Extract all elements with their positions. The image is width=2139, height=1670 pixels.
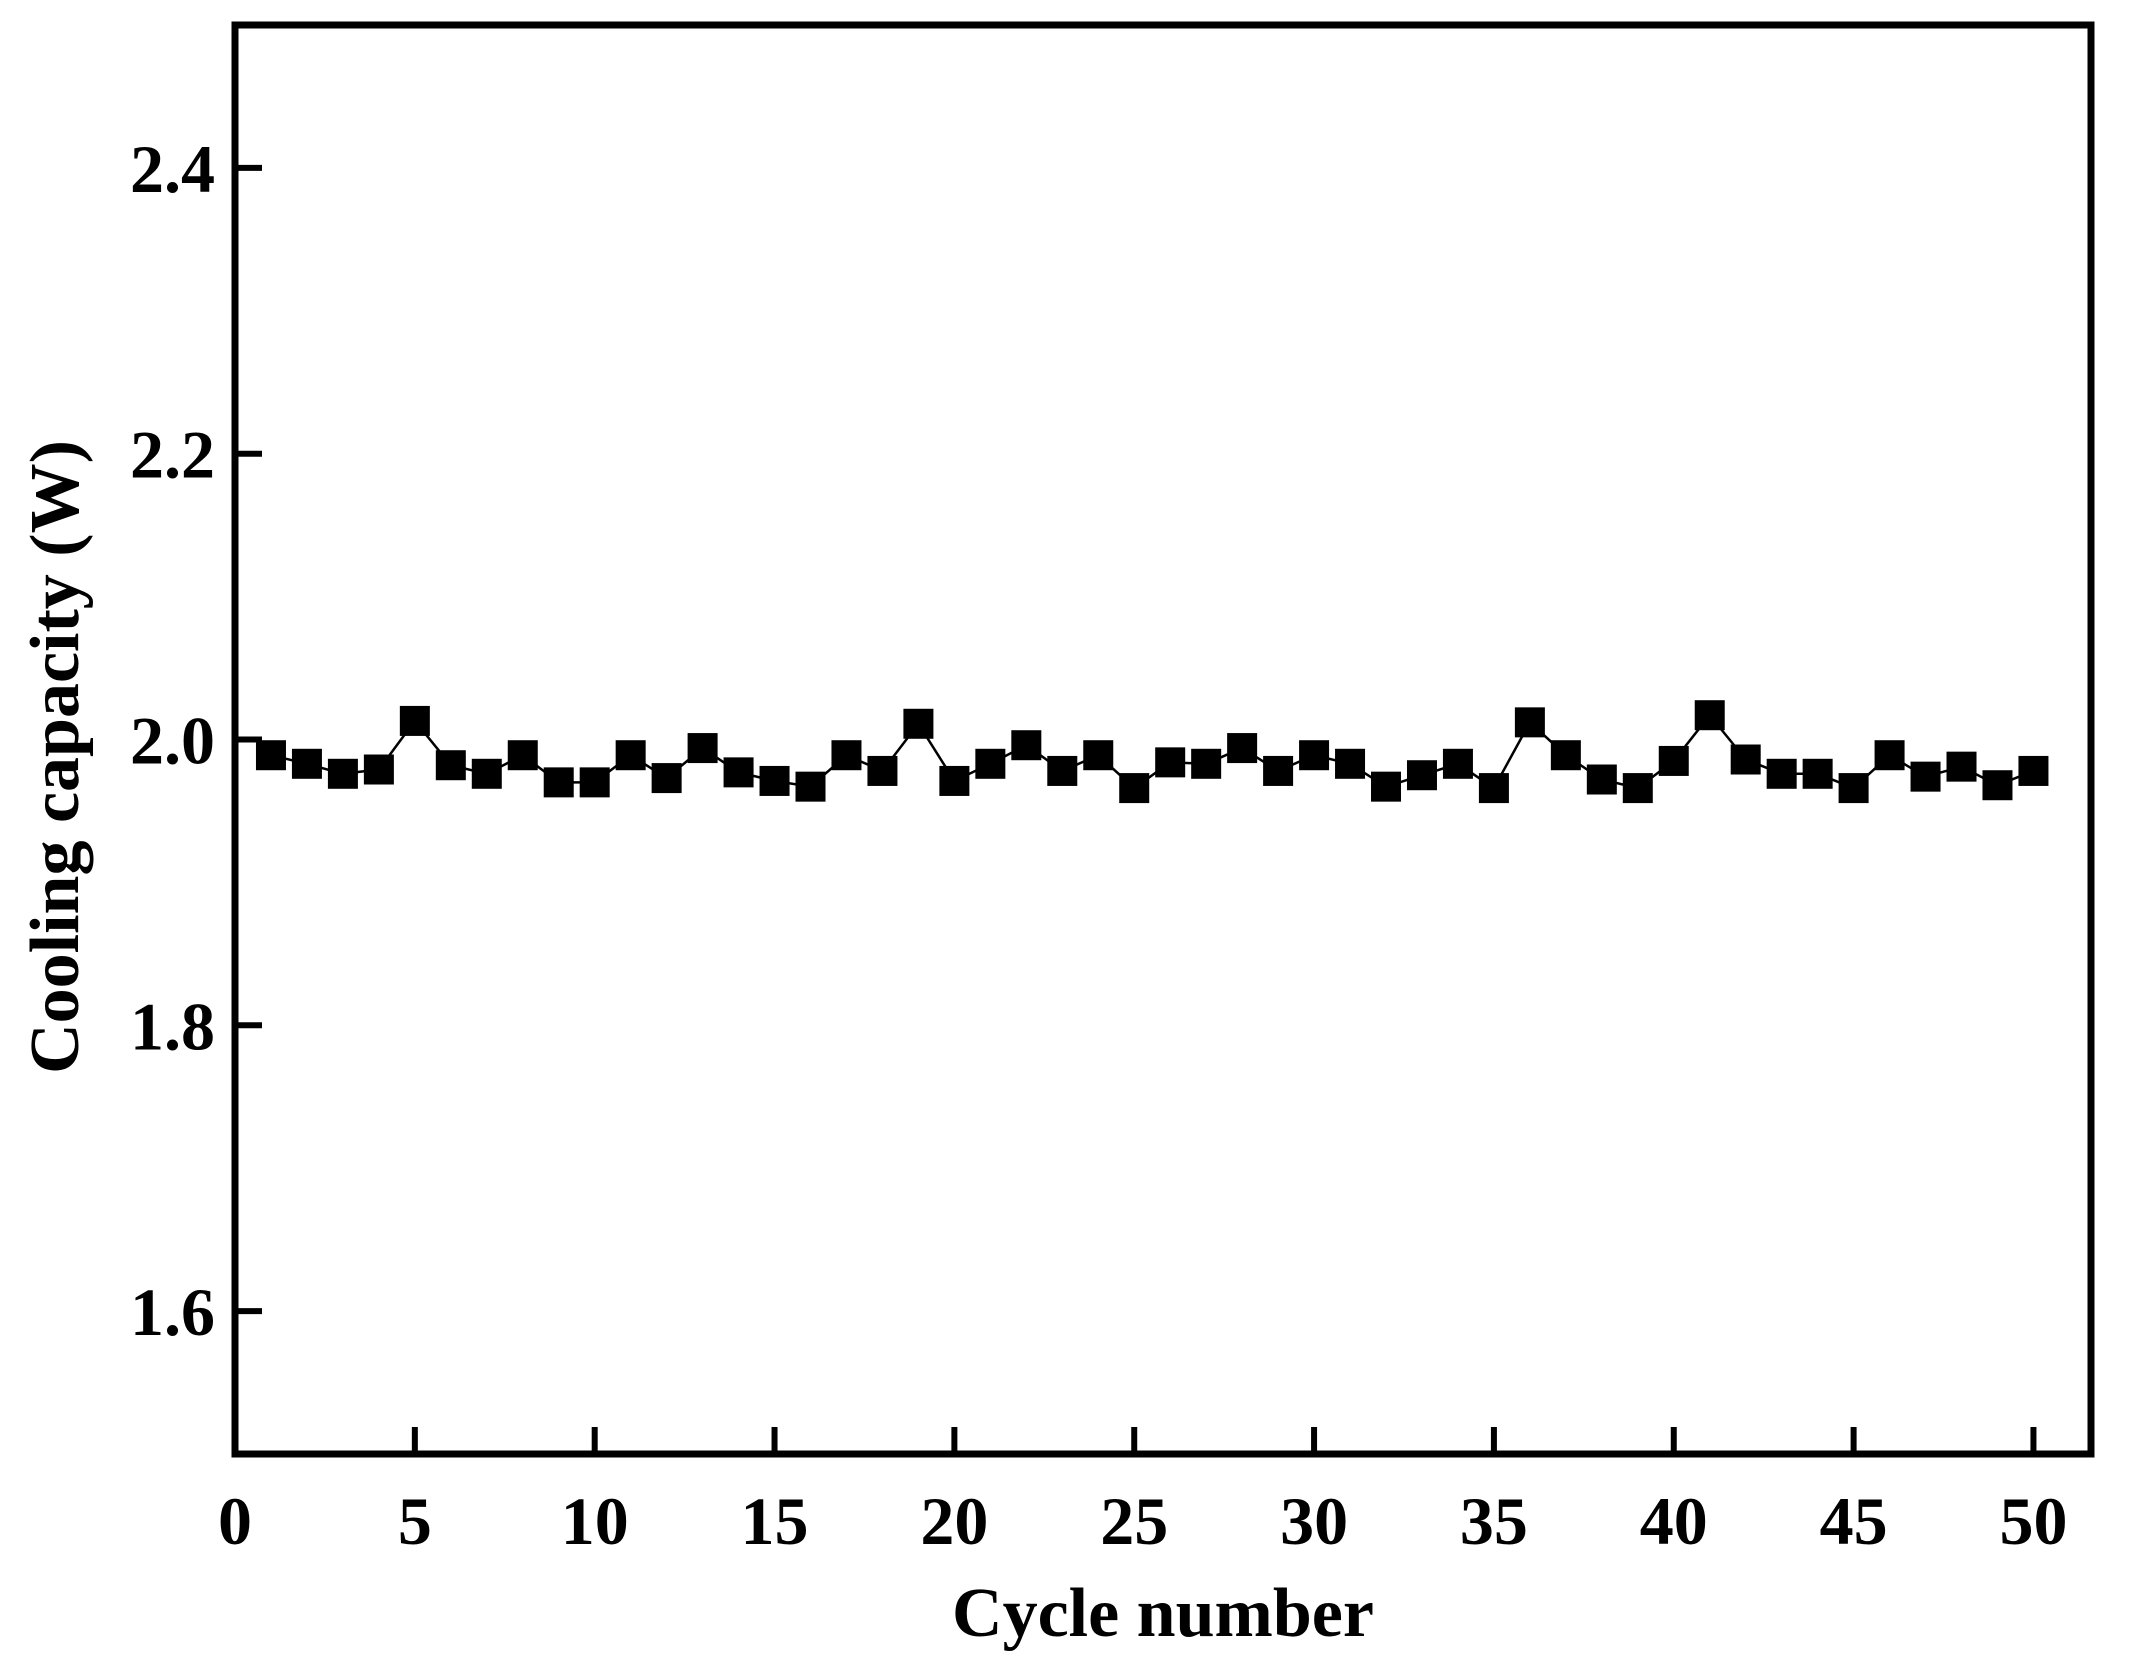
data-point — [1658, 745, 1689, 776]
x-tick-label: 0 — [218, 1483, 252, 1559]
x-tick-label: 35 — [1460, 1483, 1528, 1559]
data-point — [507, 740, 538, 771]
data-point — [363, 754, 394, 785]
data-point — [1227, 733, 1258, 764]
x-tick-label: 25 — [1100, 1483, 1168, 1559]
y-tick-label: 1.6 — [130, 1274, 215, 1350]
data-point — [579, 767, 610, 798]
data-point — [723, 757, 754, 788]
data-point — [795, 771, 826, 802]
data-point — [471, 758, 502, 789]
data-point — [1730, 744, 1761, 775]
data-point — [615, 740, 646, 771]
data-point — [291, 748, 322, 779]
y-tick-label: 1.8 — [130, 988, 215, 1064]
y-tick-label: 2.2 — [130, 417, 215, 493]
x-tick-label: 5 — [398, 1483, 432, 1559]
data-point — [399, 705, 430, 736]
x-tick-label: 15 — [741, 1483, 809, 1559]
data-point — [1478, 773, 1509, 804]
data-point — [1910, 761, 1941, 792]
data-point — [1982, 770, 2013, 801]
data-point — [1622, 773, 1653, 804]
data-point — [831, 740, 862, 771]
data-point — [1802, 758, 1833, 789]
data-point — [1011, 730, 1042, 761]
data-point — [759, 765, 790, 796]
data-point — [1335, 748, 1366, 779]
data-point — [1442, 748, 1473, 779]
y-tick-label: 2.4 — [130, 131, 215, 207]
data-point — [1838, 773, 1869, 804]
data-point — [1047, 755, 1078, 786]
data-point — [1299, 740, 1330, 771]
data-point — [435, 750, 466, 781]
data-point — [1191, 748, 1222, 779]
data-point — [903, 708, 934, 739]
data-point — [1514, 707, 1545, 738]
x-tick-label: 45 — [1820, 1483, 1888, 1559]
x-tick-label: 10 — [561, 1483, 629, 1559]
plot-frame — [231, 21, 2095, 1458]
data-point — [1371, 771, 1402, 802]
y-tick-label: 2.0 — [130, 703, 215, 779]
data-point — [1874, 740, 1905, 771]
data-point — [939, 765, 970, 796]
data-point — [687, 733, 718, 764]
x-tick-label: 20 — [920, 1483, 988, 1559]
data-point — [1263, 755, 1294, 786]
x-tick-label: 30 — [1280, 1483, 1348, 1559]
data-point — [1155, 747, 1186, 778]
x-axis-title: Cycle number — [952, 1575, 1374, 1652]
data-point — [1550, 740, 1581, 771]
data-point — [1946, 751, 1977, 782]
data-point — [651, 763, 682, 794]
data-point — [543, 767, 574, 798]
data-point — [1586, 764, 1617, 795]
data-point — [2018, 755, 2049, 786]
x-tick-label: 40 — [1640, 1483, 1708, 1559]
data-point — [1694, 700, 1725, 731]
data-point — [327, 758, 358, 789]
data-point — [1119, 773, 1150, 804]
data-point — [255, 740, 286, 771]
x-tick-label: 50 — [1999, 1483, 2067, 1559]
y-axis-title: Cooling capacity (W) — [17, 440, 94, 1074]
data-point — [975, 748, 1006, 779]
data-point — [1083, 740, 1114, 771]
data-point — [1766, 758, 1797, 789]
data-point — [867, 755, 898, 786]
data-point — [1406, 760, 1437, 791]
